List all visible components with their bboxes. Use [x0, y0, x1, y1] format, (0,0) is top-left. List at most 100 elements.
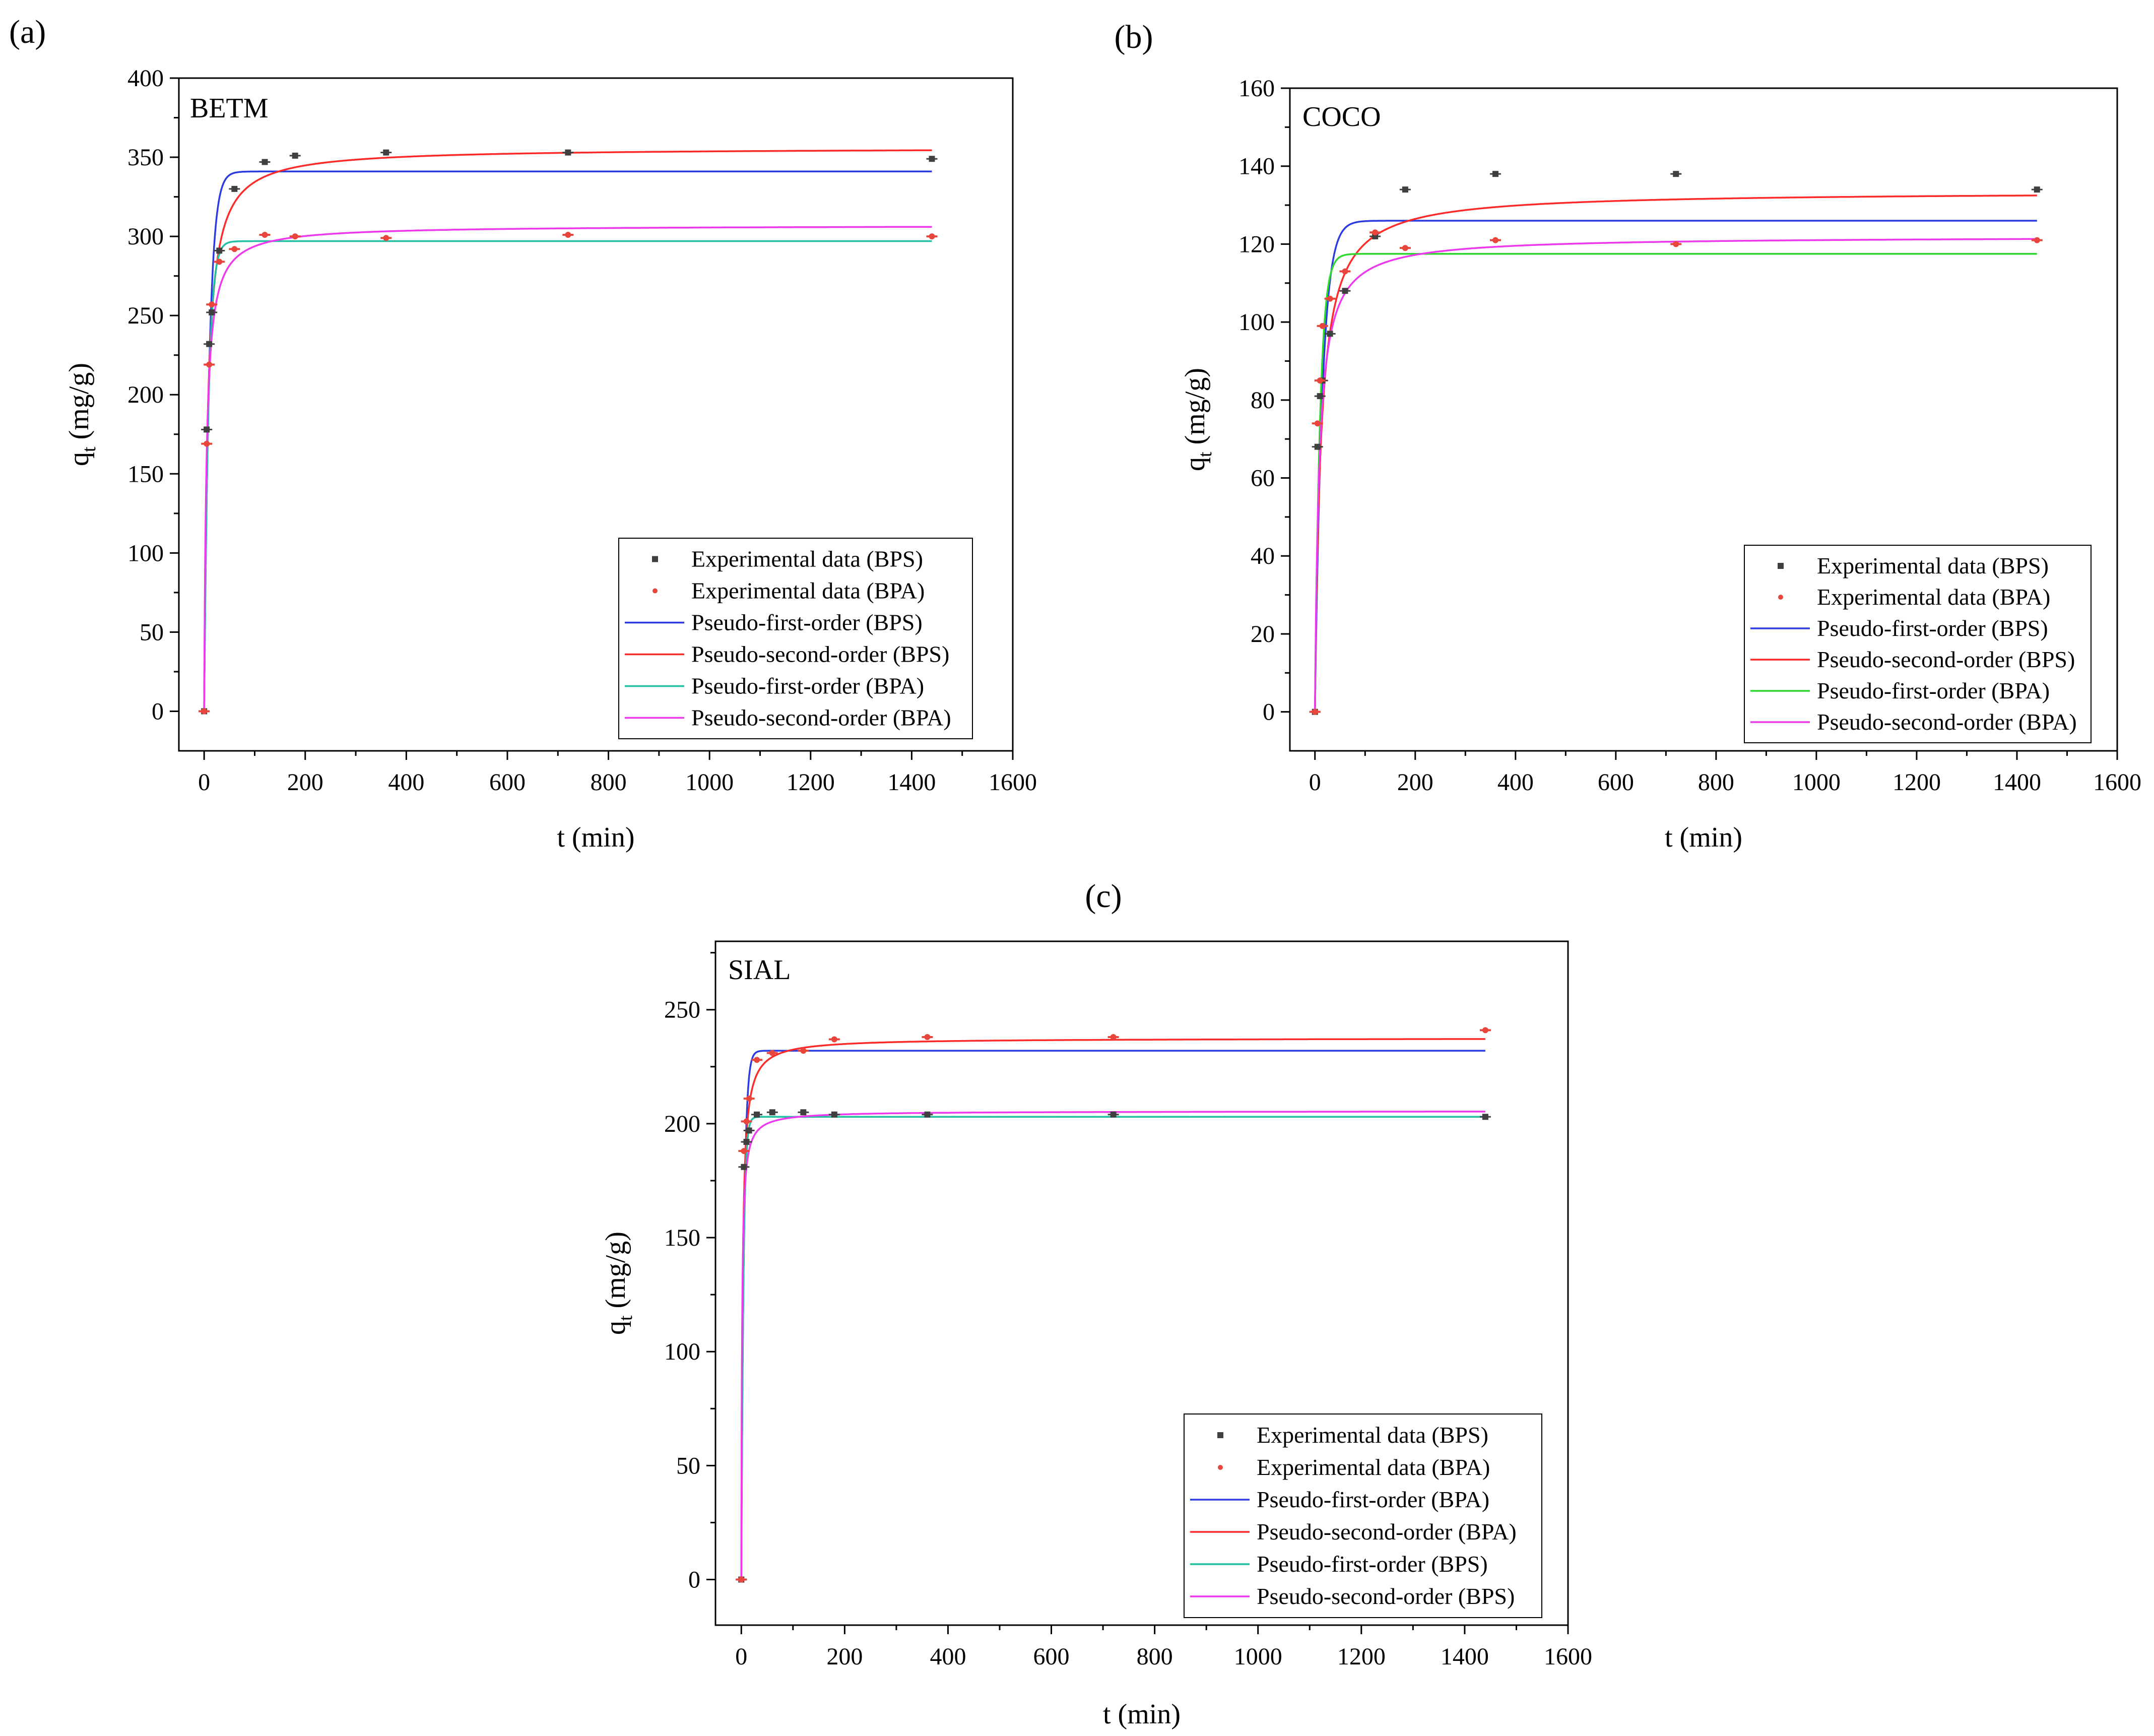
series-line-4 [1314, 253, 2037, 712]
legend: Experimental data (BPS) Experimental data… [1184, 1413, 1542, 1618]
data-point-s0-1 [741, 1164, 747, 1170]
y-axis-label-unit: (mg/g) [1180, 368, 1211, 452]
legend-swatch-1 [652, 588, 658, 594]
legend-label-1: Experimental data (BPA) [1817, 584, 2050, 610]
y-axis-label-sub: t [615, 1315, 636, 1321]
legend-swatch-0 [1217, 1432, 1223, 1438]
data-point-s0-8 [383, 149, 389, 156]
y-tick-label: 140 [1238, 153, 1275, 180]
panel-label: (c) [1085, 878, 1122, 915]
sample-label: SIAL [728, 954, 791, 986]
legend-label-1: Experimental data (BPA) [1257, 1454, 1490, 1480]
data-point-s1-5 [769, 1050, 775, 1056]
y-tick-label: 150 [127, 461, 164, 487]
y-tick-label: 350 [127, 144, 164, 171]
legend-label-2: Pseudo-first-order (BPS) [1817, 615, 2048, 641]
y-tick-label: 0 [152, 698, 164, 725]
x-tick-label: 400 [930, 1643, 966, 1670]
y-axis-label: qt (mg/g) [63, 363, 100, 466]
data-point-s0-7 [1402, 186, 1408, 193]
legend-swatch-1 [1778, 595, 1783, 600]
x-tick-label: 1000 [1792, 769, 1841, 796]
legend-label-4: Pseudo-first-order (BPA) [691, 673, 924, 699]
data-point-s1-6 [262, 231, 268, 238]
data-point-s0-8 [924, 1111, 931, 1118]
y-tick-label: 100 [127, 540, 164, 566]
panel-label: (a) [9, 14, 46, 50]
data-point-s0-9 [1673, 171, 1679, 177]
data-point-s0-5 [231, 185, 238, 192]
y-axis-label-unit: (mg/g) [600, 1232, 631, 1315]
chart-panel-betm: (a) 0 200 400 600 800 1000 1200 1400 1600 0 50 100 15… [9, 14, 1037, 853]
legend-swatch-1 [1218, 1465, 1223, 1470]
legend-label-0: Experimental data (BPS) [691, 546, 923, 572]
data-point-s1-2 [206, 361, 213, 368]
data-point-s0-7 [831, 1111, 837, 1118]
y-tick-label: 120 [1238, 231, 1275, 258]
data-point-s0-3 [209, 309, 215, 315]
y-tick-label: 50 [140, 619, 164, 646]
x-tick-label: 1600 [2093, 769, 2141, 796]
legend-swatch-0 [1778, 563, 1784, 569]
legend-label-5: Pseudo-second-order (BPA) [1817, 709, 2077, 735]
x-tick-label: 600 [1033, 1643, 1070, 1670]
series-line-2 [1314, 220, 2037, 712]
data-point-s0-4 [754, 1111, 760, 1118]
x-tick-label: 1400 [1441, 1643, 1489, 1670]
data-point-s1-4 [1327, 295, 1333, 302]
data-point-s1-8 [924, 1034, 931, 1040]
series-line-5 [1314, 238, 2037, 712]
data-point-s0-5 [1342, 288, 1348, 294]
legend-swatch-0 [652, 556, 658, 562]
data-point-s1-1 [741, 1148, 747, 1154]
data-point-s1-2 [743, 1118, 750, 1125]
y-tick-label: 200 [127, 381, 164, 408]
legend-label-1: Experimental data (BPA) [691, 578, 925, 604]
data-point-s1-0 [201, 708, 208, 715]
data-point-s1-8 [1492, 237, 1499, 243]
data-point-s0-6 [262, 159, 268, 165]
data-point-s1-7 [831, 1036, 837, 1043]
data-point-s0-4 [1327, 331, 1333, 337]
data-point-s1-4 [754, 1057, 760, 1063]
data-point-s1-9 [1110, 1034, 1117, 1040]
legend-label-5: Pseudo-second-order (BPS) [1257, 1583, 1515, 1609]
data-point-s1-6 [800, 1048, 807, 1054]
series-line-2 [203, 170, 932, 712]
sample-label: BETM [190, 93, 269, 124]
y-tick-label: 60 [1251, 465, 1275, 492]
data-point-s1-10 [1482, 1027, 1488, 1034]
legend-label-4: Pseudo-first-order (BPA) [1817, 678, 2050, 703]
data-point-s1-2 [1317, 377, 1323, 384]
data-point-s0-1 [204, 426, 210, 433]
series-line-2 [740, 1050, 1485, 1580]
data-point-s1-0 [1312, 709, 1318, 715]
x-tick-label: 800 [1137, 1643, 1173, 1670]
data-point-s0-4 [216, 247, 223, 254]
data-point-s0-7 [292, 152, 298, 159]
y-tick-label: 100 [1238, 309, 1275, 336]
legend-label-0: Experimental data (BPS) [1817, 553, 2049, 578]
chart-panel-coco: (b) 0 200 400 600 800 1000 1200 1400 1600 0 20 40 60 8… [1115, 19, 2141, 853]
x-tick-label: 1200 [1892, 769, 1941, 796]
data-point-s0-6 [800, 1109, 807, 1116]
y-tick-label: 150 [664, 1225, 700, 1251]
x-tick-label: 1400 [1993, 769, 2041, 796]
legend-box [618, 538, 973, 739]
series-line-3 [740, 1038, 1485, 1580]
legend-box [1184, 1413, 1542, 1618]
y-axis-label-sub: t [79, 446, 100, 452]
panel-label: (b) [1115, 19, 1153, 55]
data-point-s0-1 [1314, 443, 1321, 450]
x-tick-label: 0 [735, 1643, 747, 1670]
x-tick-label: 0 [1309, 769, 1321, 796]
x-tick-label: 1200 [787, 769, 835, 796]
data-point-s0-8 [1492, 171, 1499, 177]
series-line-3 [203, 149, 932, 712]
y-tick-label: 40 [1251, 543, 1275, 569]
data-point-s1-3 [1319, 323, 1326, 329]
y-axis-label-base: q [1180, 457, 1211, 471]
x-tick-label: 200 [826, 1643, 863, 1670]
data-point-s1-10 [929, 233, 935, 240]
data-point-s0-10 [1482, 1114, 1488, 1120]
